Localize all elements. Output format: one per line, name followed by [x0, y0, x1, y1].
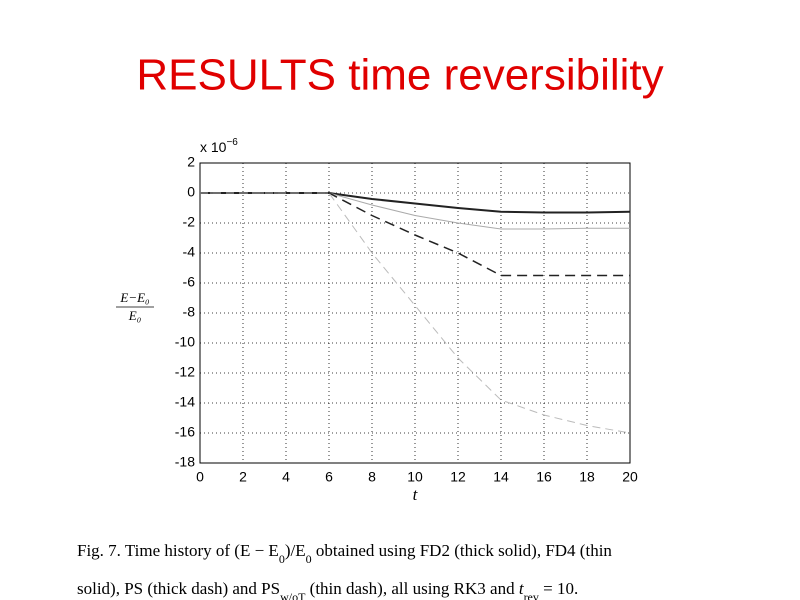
x-tick-label: 4: [282, 469, 290, 485]
x-tick-label: 16: [536, 469, 552, 485]
caption-segment: 0: [306, 552, 312, 566]
x-tick-label: 20: [622, 469, 638, 485]
x-tick-label: 0: [196, 469, 204, 485]
plot-frame: [199, 162, 631, 464]
caption-segment: )/E: [285, 541, 306, 560]
x-tick-label: 18: [579, 469, 595, 485]
y-tick-label: -18: [175, 454, 195, 470]
y-tick-label: 2: [187, 154, 195, 170]
caption-segment: rev: [524, 590, 539, 600]
y-tick-label: 0: [187, 184, 195, 200]
slide-title: RESULTS time reversibility: [136, 51, 663, 100]
y-tick-label: -2: [183, 214, 196, 230]
caption-segment: solid), PS (thick dash) and PS: [77, 579, 280, 598]
caption-segment: obtained using FD2 (thick solid), FD4 (t…: [312, 541, 613, 560]
series-line: [200, 192, 631, 434]
multiplier-base: x 10: [200, 139, 227, 155]
caption-line: Fig. 7. Time history of (E − E0)/E0 obta…: [77, 541, 612, 566]
x-tick-label: 14: [493, 469, 509, 485]
x-tick-label: 12: [450, 469, 466, 485]
x-label: t: [413, 485, 419, 504]
x-tick-label: 6: [325, 469, 333, 485]
y-tick-label: -10: [175, 334, 195, 350]
y-label-numerator: E−E₀: [119, 290, 149, 305]
y-tick-label: -16: [175, 424, 195, 440]
y-label-denominator: E₀: [128, 308, 141, 323]
caption-segment: (thin dash), all using RK3 and: [305, 579, 518, 598]
y-tick-label: -4: [183, 244, 196, 260]
y-tick-label: -14: [175, 394, 195, 410]
x-tick-label: 2: [239, 469, 247, 485]
y-tick-label: -12: [175, 364, 195, 380]
caption-segment: w/oT: [280, 590, 306, 600]
y-tick-label: -6: [183, 274, 196, 290]
caption-segment: = 10.: [539, 579, 578, 598]
y-multiplier: x 10−6: [200, 137, 238, 155]
caption-segment: t: [519, 579, 525, 598]
y-tick-label: -8: [183, 304, 196, 320]
x-tick-label: 10: [407, 469, 423, 485]
x-tick-label: 8: [368, 469, 376, 485]
caption-line: solid), PS (thick dash) and PSw/oT (thin…: [77, 579, 578, 600]
caption-segment: Fig. 7. Time history of (E − E: [77, 541, 279, 560]
caption-segment: 0: [279, 552, 285, 566]
multiplier-exponent: −6: [226, 137, 238, 148]
